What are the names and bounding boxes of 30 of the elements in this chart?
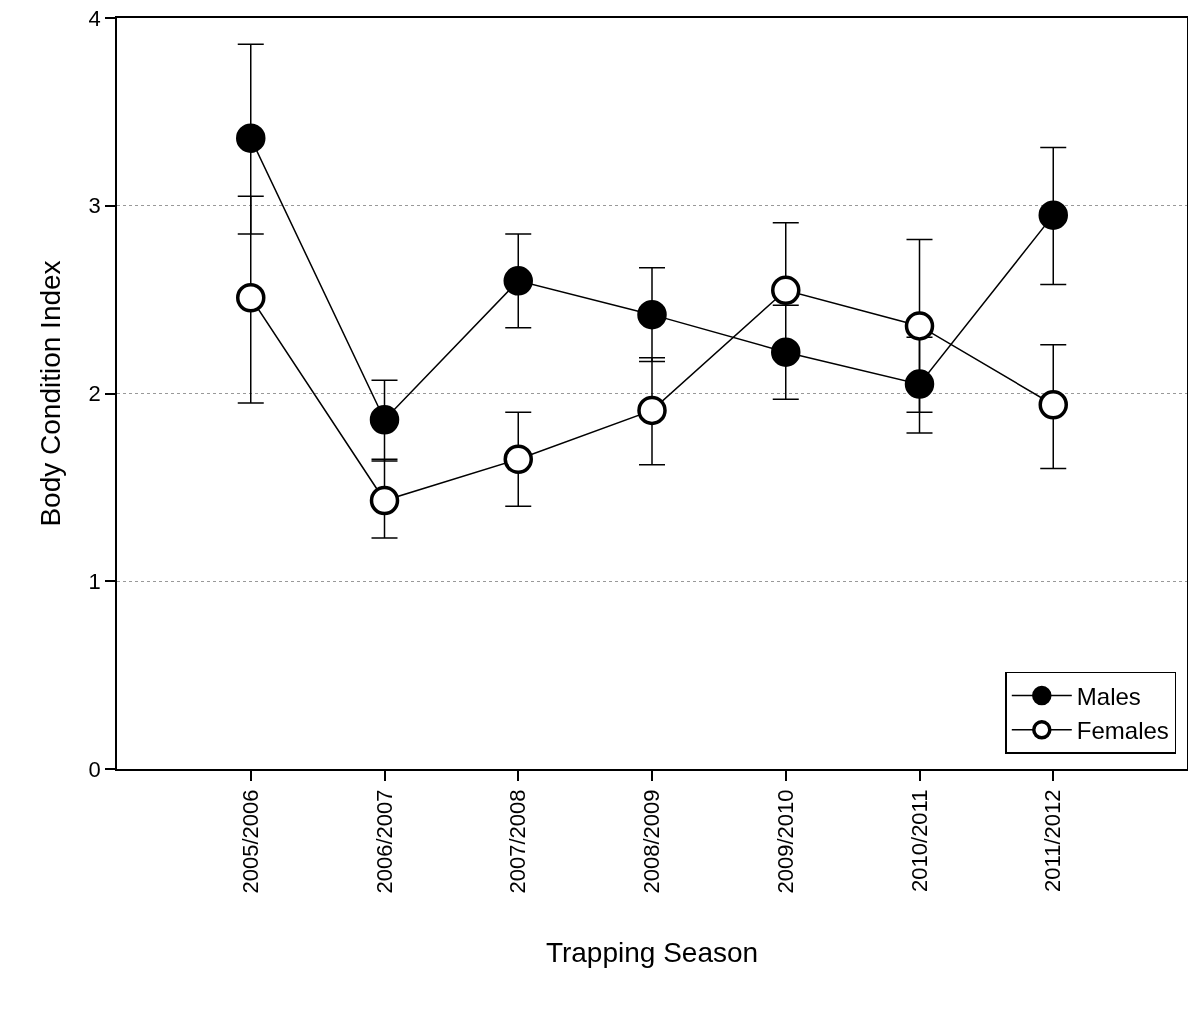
y-tick-label: 3 xyxy=(88,193,101,219)
point xyxy=(771,275,801,305)
y-tick-label: 4 xyxy=(88,5,101,31)
x-tick-label: 2010/2011 xyxy=(906,789,932,892)
x-tick-label: 2009/2010 xyxy=(772,789,798,894)
point xyxy=(771,337,801,367)
point xyxy=(637,299,667,330)
point xyxy=(904,369,935,399)
point xyxy=(369,485,400,516)
point xyxy=(369,405,400,435)
x-tick-label: 2011/2012 xyxy=(1040,789,1066,892)
x-axis-title: Trapping Season xyxy=(545,937,759,969)
point xyxy=(1038,200,1068,230)
y-tick-label: 2 xyxy=(88,381,101,407)
legend-label: Females xyxy=(1076,717,1169,745)
x-tick-label: 2006/2007 xyxy=(371,789,397,894)
y-tick-label: 1 xyxy=(88,568,101,594)
x-tick-label: 2008/2009 xyxy=(639,789,665,894)
point xyxy=(236,283,266,313)
point xyxy=(904,311,935,341)
legend-label: Males xyxy=(1076,682,1141,710)
point xyxy=(503,266,533,296)
y-axis-title: Body Condition Index xyxy=(34,260,66,527)
point xyxy=(1038,390,1068,420)
x-tick-label: 2007/2008 xyxy=(505,789,531,894)
point xyxy=(503,444,533,474)
y-tick-label: 0 xyxy=(88,756,101,782)
point xyxy=(236,123,266,153)
point xyxy=(637,395,667,426)
x-tick-label: 2005/2006 xyxy=(237,789,263,894)
